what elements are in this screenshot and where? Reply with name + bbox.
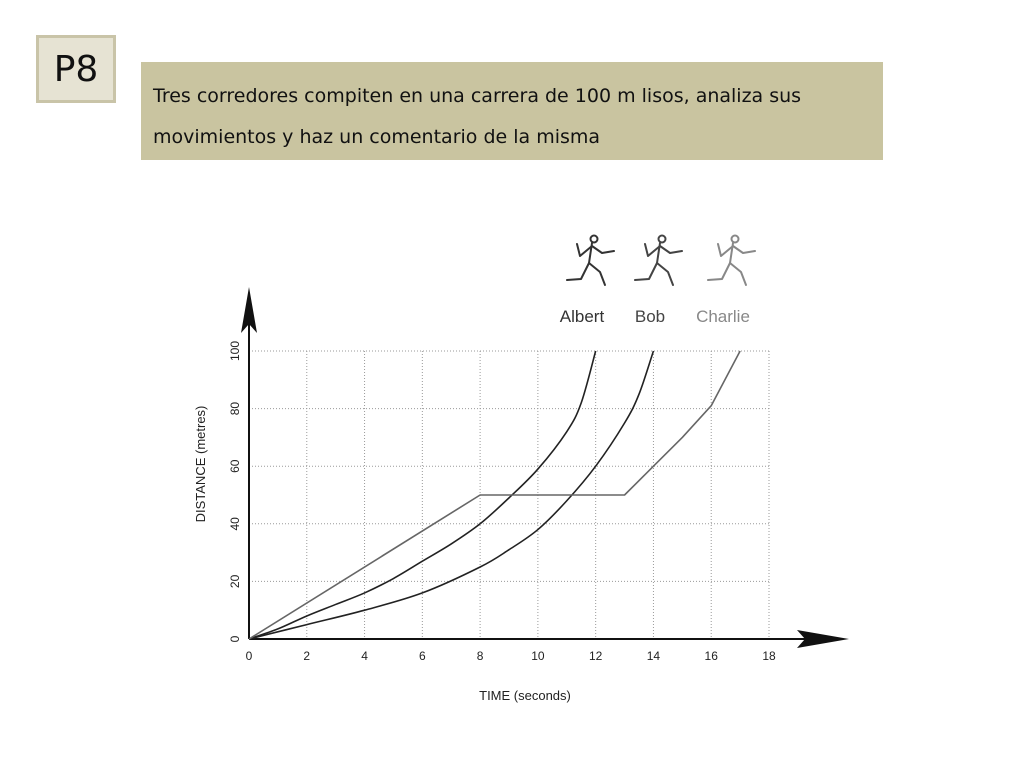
chart-series <box>248 350 741 640</box>
runner-icon <box>566 234 615 286</box>
slide-number-badge: P8 <box>36 35 116 103</box>
runner-legs <box>566 262 606 286</box>
runner-head <box>657 234 667 244</box>
x-tick-label: 10 <box>531 649 545 663</box>
prompt-banner: Tres corredores compiten en una carrera … <box>141 62 883 160</box>
runner-icon <box>707 234 756 286</box>
series-line-bob <box>248 350 655 640</box>
prompt-line-2: movimientos y haz un comentario de la mi… <box>153 126 601 148</box>
x-tick-label: 16 <box>705 649 719 663</box>
x-tick-label: 0 <box>246 649 253 663</box>
x-tick-label: 18 <box>762 649 776 663</box>
x-axis-title: TIME (seconds) <box>479 688 571 703</box>
runner-legs <box>634 262 674 286</box>
chart-ticks: 0 2 4 6 8 10 12 14 16 18 0 20 40 60 80 100 <box>228 341 776 663</box>
x-tick-label: 8 <box>477 649 484 663</box>
chart-legend: Albert Bob Charlie <box>560 234 756 326</box>
legend-label-albert: Albert <box>560 307 605 326</box>
x-tick-label: 4 <box>361 649 368 663</box>
series-line-charlie <box>248 350 741 640</box>
series-line-albert <box>248 350 597 640</box>
x-tick-label: 6 <box>419 649 426 663</box>
runner-arms <box>576 243 615 257</box>
runner-arms <box>644 243 683 257</box>
y-tick-label: 0 <box>228 635 242 642</box>
runner-arms <box>717 243 756 257</box>
chart-axes <box>241 287 849 648</box>
prompt-line-1: Tres corredores compiten en una carrera … <box>153 85 802 107</box>
y-tick-label: 80 <box>228 402 242 416</box>
runner-head <box>589 234 599 244</box>
y-axis-title: DISTANCE (metres) <box>193 406 208 523</box>
runner-icon <box>634 234 683 286</box>
y-tick-label: 100 <box>228 341 242 361</box>
legend-label-bob: Bob <box>635 307 665 326</box>
x-tick-label: 12 <box>589 649 603 663</box>
x-tick-label: 2 <box>303 649 310 663</box>
x-tick-label: 14 <box>647 649 661 663</box>
legend-label-charlie: Charlie <box>696 307 750 326</box>
y-axis-arrow <box>241 287 257 333</box>
runner-legs <box>707 262 747 286</box>
x-axis-arrow <box>797 630 849 648</box>
y-tick-label: 60 <box>228 459 242 473</box>
y-tick-label: 40 <box>228 517 242 531</box>
y-tick-label: 20 <box>228 574 242 588</box>
runner-head <box>730 234 740 244</box>
